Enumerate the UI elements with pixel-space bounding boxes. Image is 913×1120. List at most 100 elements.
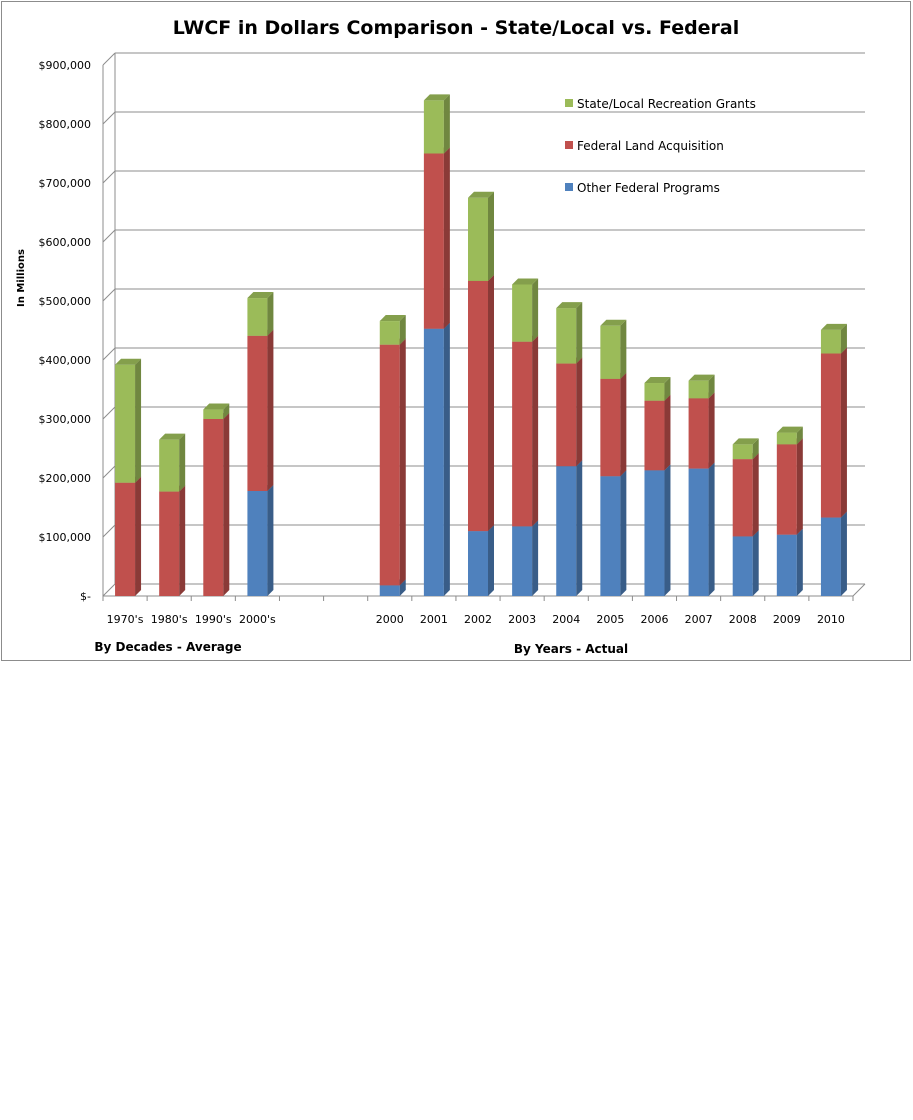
- bar-state-local-recreation-grants: [203, 409, 224, 419]
- bar-top-state-local-recreation-grants: [732, 438, 759, 445]
- y-tick-label: $-: [80, 590, 91, 603]
- bar-other-federal-programs: [512, 526, 533, 596]
- gridline-depth: [102, 465, 116, 479]
- x-tick-label: 2000's: [239, 613, 276, 626]
- bar-state-local-recreation-grants: [115, 364, 136, 483]
- gridline-depth: [102, 347, 116, 361]
- bar-side-other-federal-programs: [532, 520, 539, 596]
- bar-side-state-local-recreation-grants: [443, 94, 450, 154]
- bar-state-local-recreation-grants: [644, 383, 665, 401]
- bar-other-federal-programs: [644, 470, 665, 596]
- bar-side-federal-land-acquisition: [532, 335, 539, 527]
- chart-title: LWCF in Dollars Comparison - State/Local…: [173, 17, 740, 39]
- legend-swatch-federal-land-acquisition: [565, 141, 573, 149]
- x-tick-labels: 1970's 1980's 1990's 2000's 2000 2001 2002 2003…: [107, 613, 845, 626]
- bar-side-federal-land-acquisition: [752, 453, 759, 537]
- y-tick-label: $300,000: [39, 413, 92, 426]
- bar-top-state-local-recreation-grants: [203, 403, 230, 410]
- bar-side-state-local-recreation-grants: [267, 292, 274, 336]
- y-tick-label: $200,000: [39, 472, 92, 485]
- bar-federal-land-acquisition: [115, 482, 136, 596]
- bar-federal-land-acquisition: [644, 400, 665, 471]
- bar-side-federal-land-acquisition: [664, 394, 671, 471]
- bar-side-state-local-recreation-grants: [488, 191, 494, 281]
- bar-other-federal-programs: [379, 585, 400, 596]
- x-tick-label: 2001: [420, 613, 448, 626]
- x-tick-label: 2004: [552, 613, 580, 626]
- bar-side-federal-land-acquisition: [796, 438, 803, 535]
- gridline-depth: [102, 229, 116, 243]
- bar-federal-land-acquisition: [379, 344, 400, 586]
- x-tick-label: 1990's: [195, 613, 232, 626]
- bar-other-federal-programs: [820, 517, 841, 596]
- bar-state-local-recreation-grants: [247, 298, 268, 336]
- y-tick-label: $500,000: [39, 295, 92, 308]
- y-tick-label: $600,000: [39, 236, 92, 249]
- bar-side-state-local-recreation-grants: [620, 319, 627, 379]
- bar-side-other-federal-programs: [752, 530, 759, 596]
- bar-side-other-federal-programs: [576, 460, 583, 596]
- y-tick-label: $100,000: [39, 531, 92, 544]
- gridline-depth: [102, 288, 116, 302]
- bar-side-state-local-recreation-grants: [532, 278, 539, 342]
- bar-top-state-local-recreation-grants: [556, 302, 583, 309]
- y-tick-label: $800,000: [39, 118, 92, 131]
- bar-federal-land-acquisition: [776, 444, 797, 535]
- bar-top-state-local-recreation-grants: [688, 374, 715, 381]
- bar-side-federal-land-acquisition: [267, 329, 274, 491]
- bar-federal-land-acquisition: [600, 378, 621, 477]
- bar-state-local-recreation-grants: [600, 325, 621, 379]
- legend: State/Local Recreation Grants Federal Lan…: [565, 97, 756, 195]
- bar-other-federal-programs: [732, 536, 753, 596]
- x-tick-label: 2003: [508, 613, 536, 626]
- group-label-years: By Years - Actual: [514, 642, 628, 656]
- bar-other-federal-programs: [688, 468, 709, 596]
- bar-other-federal-programs: [468, 531, 488, 596]
- bar-side-other-federal-programs: [708, 462, 715, 596]
- bar-side-state-local-recreation-grants: [840, 323, 847, 354]
- bar-top-state-local-recreation-grants: [159, 433, 186, 440]
- gridline-depth: [102, 111, 116, 125]
- legend-label-federal-land-acquisition: Federal Land Acquisition: [577, 139, 724, 153]
- bar-state-local-recreation-grants: [159, 439, 180, 492]
- bar-side-federal-land-acquisition: [708, 392, 715, 469]
- bar-federal-land-acquisition: [556, 363, 577, 467]
- bar-federal-land-acquisition: [203, 419, 224, 596]
- y-tick-label: $400,000: [39, 354, 92, 367]
- bar-top-state-local-recreation-grants: [115, 358, 142, 365]
- bar-side-other-federal-programs: [267, 484, 274, 596]
- bar-state-local-recreation-grants: [776, 432, 797, 445]
- bar-side-federal-land-acquisition: [399, 338, 406, 586]
- bar-side-other-federal-programs: [620, 470, 627, 596]
- bar-other-federal-programs: [247, 490, 268, 596]
- bar-other-federal-programs: [600, 476, 621, 596]
- bar-state-local-recreation-grants: [512, 284, 533, 342]
- legend-label-state-local-recreation-grants: State/Local Recreation Grants: [577, 97, 756, 111]
- bar-side-other-federal-programs: [840, 511, 847, 596]
- bar-side-other-federal-programs: [664, 464, 671, 596]
- gridline-depth: [102, 170, 116, 184]
- bar-side-federal-land-acquisition: [840, 347, 847, 518]
- gridline-depth: [102, 524, 116, 538]
- bar-side-state-local-recreation-grants: [135, 358, 142, 483]
- bar-top-state-local-recreation-grants: [468, 191, 494, 198]
- gridline-depth: [102, 406, 116, 420]
- x-tick-label: 2010: [817, 613, 845, 626]
- chart: LWCF in Dollars Comparison - State/Local…: [16, 17, 866, 656]
- bar-top-state-local-recreation-grants: [600, 319, 627, 326]
- bar-side-state-local-recreation-grants: [179, 433, 186, 492]
- bar-side-state-local-recreation-grants: [752, 438, 759, 460]
- bar-top-state-local-recreation-grants: [379, 315, 406, 322]
- bar-federal-land-acquisition: [688, 398, 709, 469]
- legend-label-other-federal-programs: Other Federal Programs: [577, 181, 720, 195]
- x-tick-label: 2008: [729, 613, 757, 626]
- bar-side-federal-land-acquisition: [443, 147, 450, 329]
- bar-state-local-recreation-grants: [468, 197, 488, 281]
- bar-side-federal-land-acquisition: [179, 485, 186, 596]
- bar-side-federal-land-acquisition: [576, 357, 583, 467]
- bar-other-federal-programs: [776, 534, 797, 596]
- legend-swatch-state-local-recreation-grants: [565, 99, 573, 107]
- bar-side-state-local-recreation-grants: [664, 377, 671, 401]
- y-tick-labels: $- $100,000 $200,000 $300,000 $400,000 $500,0…: [39, 59, 92, 603]
- bar-top-state-local-recreation-grants: [820, 323, 847, 330]
